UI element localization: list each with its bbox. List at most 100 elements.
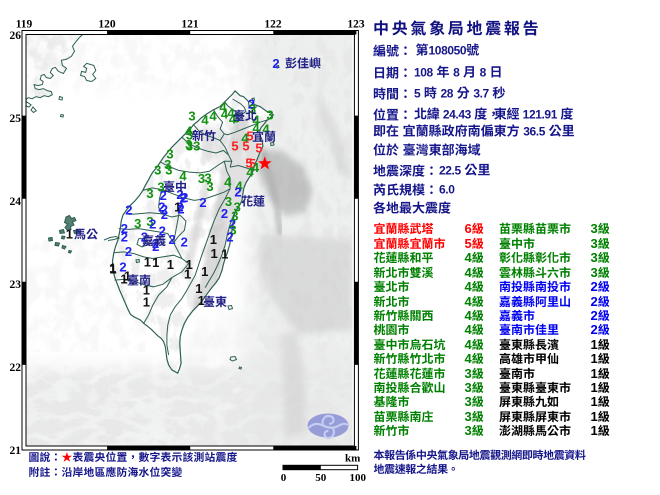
svg-text:4: 4 [241,131,249,146]
svg-text:2: 2 [176,200,183,215]
svg-text:2: 2 [176,187,183,202]
svg-text:3: 3 [134,216,141,231]
svg-text:2: 2 [159,224,166,239]
svg-text:2: 2 [161,207,168,222]
svg-text:4: 4 [246,165,254,180]
svg-text:4: 4 [224,174,232,189]
svg-text:4: 4 [209,109,217,124]
svg-text:1: 1 [144,255,151,270]
svg-text:3: 3 [164,157,171,172]
svg-text:4: 4 [252,113,260,128]
svg-text:3: 3 [146,186,153,201]
svg-text:2: 2 [181,190,188,205]
svg-text:21: 21 [10,445,22,457]
svg-text:3: 3 [233,111,240,126]
svg-text:花蓮: 花蓮 [241,193,265,210]
svg-text:2: 2 [199,195,206,210]
svg-text:2: 2 [121,221,128,236]
svg-text:1: 1 [186,257,193,272]
svg-text:119: 119 [16,19,33,31]
svg-text:3: 3 [229,223,236,238]
svg-text:馬公: 馬公 [74,226,98,243]
svg-text:121: 121 [181,19,199,31]
svg-text:3: 3 [186,128,193,143]
svg-text:5: 5 [231,139,238,154]
svg-text:1: 1 [109,262,116,277]
svg-text:2: 2 [152,239,159,254]
svg-text:3: 3 [193,139,200,154]
svg-text:5: 5 [246,129,253,144]
svg-text:4: 4 [221,107,229,122]
svg-text:3: 3 [198,171,205,186]
svg-text:臺東: 臺東 [203,293,227,310]
svg-text:4: 4 [219,100,227,115]
svg-text:3: 3 [266,108,273,123]
svg-text:臺南: 臺南 [127,272,151,289]
svg-text:1: 1 [143,283,150,298]
svg-text:1: 1 [195,281,202,296]
svg-text:1: 1 [174,199,181,214]
svg-text:3: 3 [225,194,232,209]
svg-text:2: 2 [125,244,132,259]
svg-text:1: 1 [210,232,217,247]
svg-text:0: 0 [281,472,287,484]
svg-text:1: 1 [210,246,217,261]
svg-text:3: 3 [234,200,241,215]
svg-text:4: 4 [235,178,243,193]
svg-text:1: 1 [152,255,159,270]
svg-text:4: 4 [179,169,187,184]
svg-text:25: 25 [10,113,22,125]
svg-text:km: km [345,453,360,465]
svg-text:26: 26 [10,30,22,42]
svg-text:4: 4 [227,106,235,121]
svg-text:3: 3 [166,147,173,162]
svg-text:23: 23 [10,279,22,291]
svg-text:3: 3 [186,139,193,154]
svg-text:1: 1 [221,247,228,262]
svg-text:1: 1 [143,295,150,310]
svg-text:122: 122 [264,19,282,31]
svg-text:2: 2 [152,236,159,251]
svg-text:3: 3 [249,102,256,117]
svg-text:4: 4 [229,112,237,127]
svg-text:2: 2 [229,217,236,232]
svg-text:2: 2 [119,260,126,275]
svg-text:2: 2 [177,201,184,216]
svg-text:22: 22 [10,362,22,374]
svg-text:4: 4 [201,113,209,128]
svg-text:4: 4 [185,124,193,139]
svg-text:5: 5 [245,156,252,171]
svg-text:123: 123 [347,19,365,31]
svg-text:2: 2 [221,206,228,221]
svg-text:彭佳嶼: 彭佳嶼 [285,55,321,72]
svg-text:新竹: 新竹 [192,127,216,144]
svg-text:2: 2 [158,199,165,214]
svg-text:3: 3 [154,163,161,178]
svg-text:1: 1 [66,227,73,242]
svg-text:3: 3 [185,137,192,152]
svg-text:24: 24 [10,196,22,208]
svg-text:5: 5 [255,141,262,156]
svg-text:1: 1 [124,268,131,283]
svg-text:5: 5 [242,139,249,154]
svg-text:2: 2 [226,230,233,245]
svg-text:臺中: 臺中 [163,178,187,195]
svg-text:2: 2 [180,190,187,205]
svg-text:1: 1 [167,257,174,272]
svg-text:4: 4 [252,160,260,175]
svg-text:2: 2 [125,203,132,218]
svg-text:3: 3 [165,163,172,178]
svg-text:2: 2 [149,217,156,232]
svg-text:3: 3 [146,214,153,229]
svg-text:1: 1 [201,264,208,279]
svg-text:臺北: 臺北 [233,107,257,124]
svg-text:2: 2 [234,185,241,200]
svg-text:1: 1 [120,272,127,287]
svg-text:2: 2 [141,229,148,244]
svg-text:2: 2 [168,232,175,247]
svg-text:100: 100 [349,472,366,484]
svg-text:3: 3 [231,209,238,224]
svg-text:4: 4 [262,122,270,137]
svg-text:嘉義: 嘉義 [142,232,166,249]
svg-text:3: 3 [206,179,213,194]
